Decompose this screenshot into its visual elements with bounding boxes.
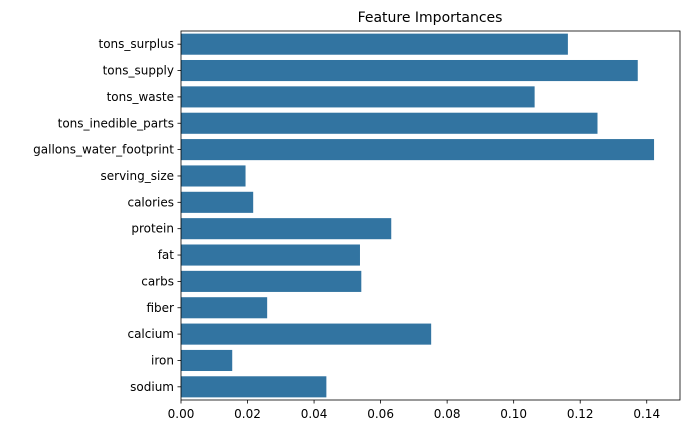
bar-sodium [181,376,327,398]
y-tick-label: iron [151,353,174,367]
x-tick-label: 0.02 [234,407,261,421]
bar-tons_waste [181,86,535,108]
y-tick-label: fiber [147,301,175,315]
y-tick-label: carbs [141,274,174,288]
bar-calories [181,191,254,213]
x-tick-label: 0.04 [301,407,328,421]
y-tick-label: fat [158,248,175,262]
x-tick-label: 0.12 [567,407,594,421]
x-axis-ticks: 0.00 0.02 0.04 0.06 0.08 0.10 0.12 0.14 [168,400,660,421]
y-tick-label: gallons_water_footprint [33,143,174,157]
bar-serving_size [181,165,246,187]
y-tick-label: calcium [127,327,174,341]
bar-fiber [181,297,268,319]
y-tick-label: protein [131,222,174,236]
bars-group [181,33,655,398]
plot-frame [180,30,681,401]
bar-iron [181,349,233,372]
chart-title: Feature Importances [358,10,503,26]
x-tick-label: 0.10 [500,407,527,421]
bar-carbs [181,270,362,292]
bar-protein [181,218,392,240]
y-axis-ticks: tons_surplus tons_supply tons_waste tons_in… [33,37,181,394]
y-tick-label: tons_waste [107,90,174,104]
y-tick-label: tons_surplus [98,37,174,51]
bar-tons_inedible_parts [181,112,598,134]
bar-calcium [181,323,432,345]
bar-gallons_water_footprint [181,139,655,161]
x-tick-label: 0.08 [434,407,461,421]
y-tick-label: tons_inedible_parts [58,116,174,130]
y-tick-label: serving_size [101,169,175,183]
y-tick-label: sodium [130,380,174,394]
bar-fat [181,244,360,266]
y-tick-label: calories [127,195,174,209]
bar-tons_surplus [181,33,568,55]
x-tick-label: 0.00 [168,407,195,421]
x-tick-label: 0.06 [367,407,394,421]
y-tick-label: tons_supply [103,64,174,78]
bar-tons_supply [181,59,638,82]
x-tick-label: 0.14 [633,407,660,421]
